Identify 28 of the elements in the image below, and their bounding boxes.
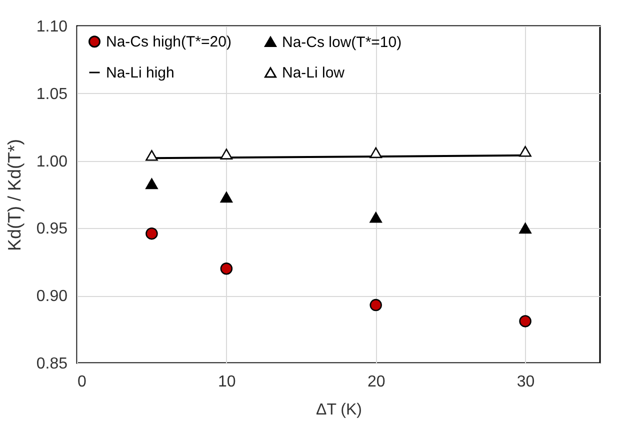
- point: [220, 148, 233, 160]
- point: [220, 262, 233, 275]
- y-tick-label: 1.05: [36, 86, 68, 103]
- point: [146, 178, 158, 190]
- point: [519, 315, 532, 328]
- legend-label: Na-Cs high(T*=20): [106, 34, 232, 51]
- point: [370, 212, 382, 223]
- x-tick-label: 0: [78, 374, 86, 390]
- point: [220, 192, 233, 203]
- y-tick-label: 1.10: [36, 18, 68, 36]
- legend-label: Na-Cs low(T*=10): [282, 34, 402, 51]
- x-axis-title: ΔT (K): [316, 402, 362, 418]
- point: [370, 147, 382, 158]
- legend-label: Na-Li low: [282, 64, 345, 82]
- x-tick-label: 30: [516, 374, 535, 390]
- x-tick-label: 20: [367, 374, 386, 390]
- point: [519, 222, 532, 234]
- point: [146, 150, 158, 161]
- point: [370, 298, 382, 312]
- legend-label: Na-Li high: [106, 64, 174, 82]
- y-axis-title: Kd(T) / Kd(T*): [4, 138, 24, 252]
- x-tick-label: 10: [218, 374, 236, 390]
- y-tick-label: 0.85: [36, 356, 68, 372]
- y-tick-label: 0.90: [36, 288, 68, 306]
- point: [146, 227, 158, 240]
- point: [519, 146, 532, 157]
- y-tick-label: 1.00: [36, 153, 68, 170]
- y-tick-label: 0.95: [36, 220, 68, 238]
